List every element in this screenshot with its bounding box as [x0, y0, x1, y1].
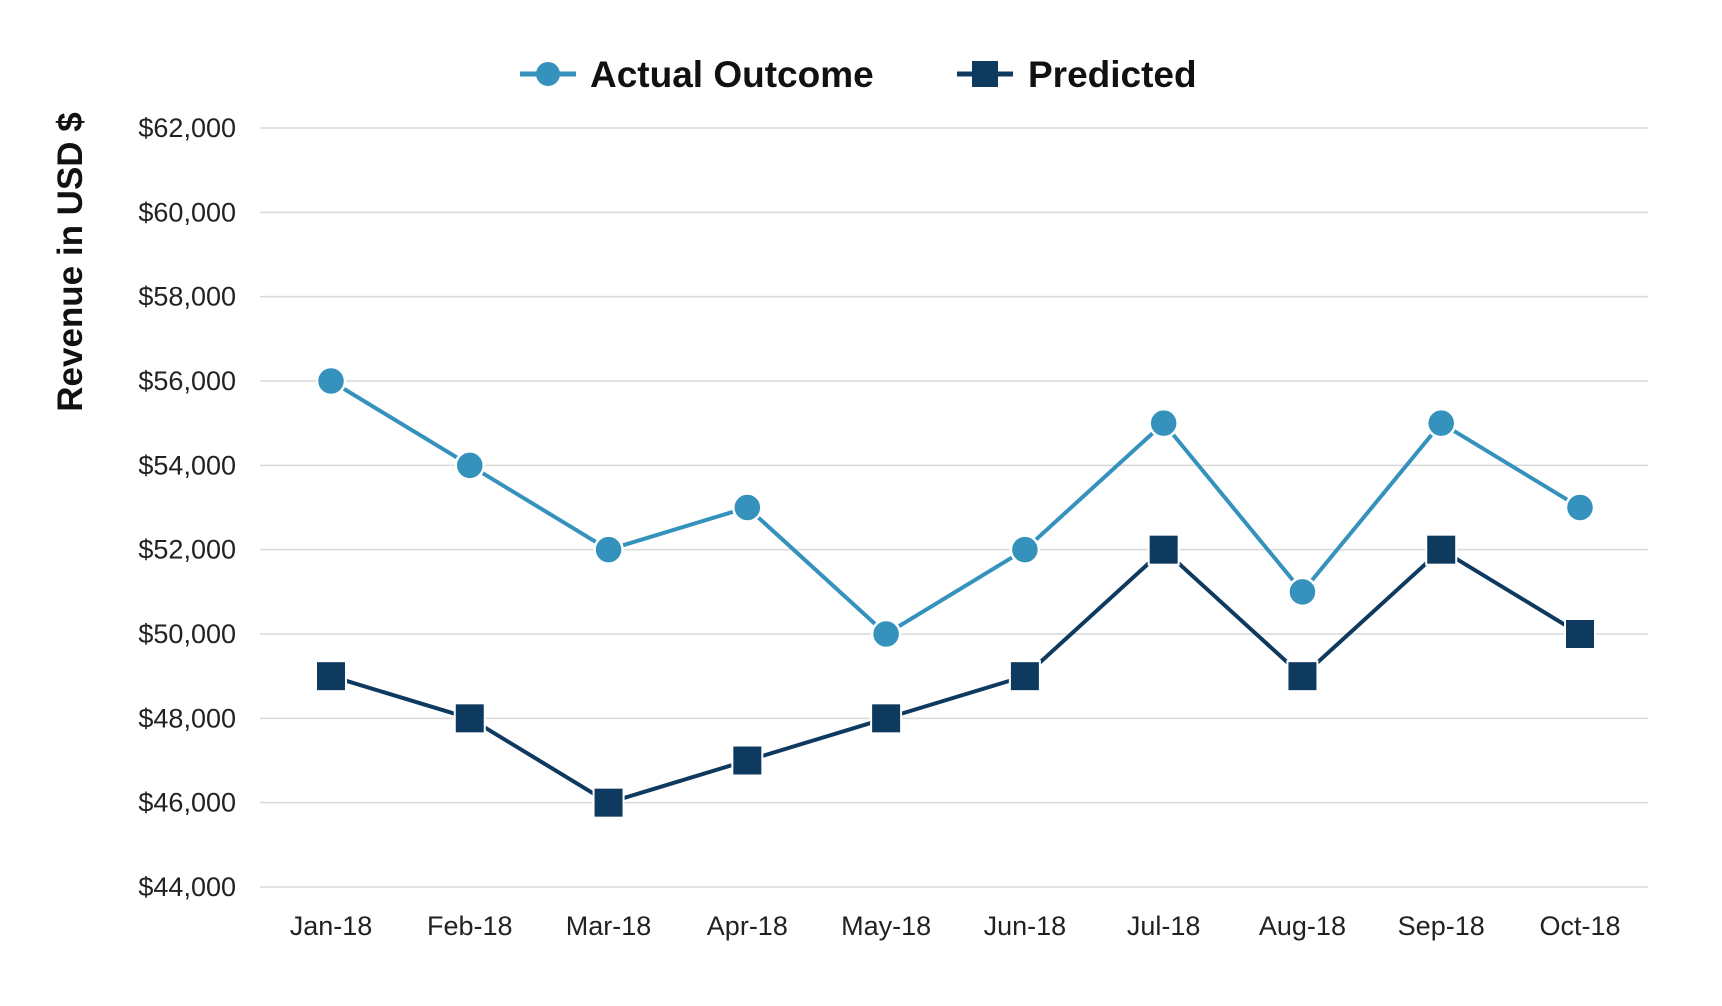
series-predicted — [315, 533, 1596, 819]
y-tick-label: $58,000 — [138, 282, 236, 312]
legend-marker-circle — [536, 62, 560, 86]
data-point-circle — [1564, 492, 1596, 523]
x-axis-ticks: Jan-18 Feb-18 Mar-18 Apr-18 May-18 Jun-18 Jul-… — [290, 911, 1621, 941]
x-tick-label: Oct-18 — [1539, 911, 1620, 941]
x-tick-label: Jan-18 — [290, 911, 373, 941]
data-point-square — [592, 786, 625, 819]
y-tick-label: $54,000 — [138, 450, 236, 480]
y-tick-label: $44,000 — [138, 872, 236, 902]
data-point-circle — [732, 492, 763, 523]
y-tick-label: $56,000 — [138, 366, 236, 396]
data-point-square — [1425, 533, 1458, 566]
y-tick-label: $46,000 — [138, 788, 236, 818]
data-point-circle — [1148, 407, 1179, 439]
series-line — [329, 379, 1582, 636]
y-tick-label: $62,000 — [138, 113, 236, 143]
data-point-circle — [870, 618, 902, 650]
legend: Actual Outcome Predicted — [520, 54, 1197, 95]
x-tick-label: Apr-18 — [707, 911, 788, 941]
data-point-square — [453, 702, 486, 735]
data-point-square — [1147, 533, 1180, 566]
data-point-square — [1564, 618, 1596, 650]
data-point-circle — [454, 450, 486, 481]
x-tick-label: Mar-18 — [566, 911, 652, 941]
y-axis-ticks: $44,000 $46,000 $48,000 $50,000 $52,000 $54,0… — [138, 113, 236, 902]
data-point-circle — [1425, 407, 1457, 439]
data-point-square — [1286, 660, 1319, 693]
data-point-circle — [315, 365, 347, 397]
x-tick-label: May-18 — [841, 911, 931, 941]
y-tick-label: $50,000 — [138, 619, 236, 649]
data-point-circle — [593, 534, 624, 565]
data-point-square — [870, 702, 903, 735]
data-point-circle — [1287, 576, 1318, 608]
legend-item: Actual Outcome — [520, 54, 874, 95]
x-tick-label: Jul-18 — [1127, 911, 1201, 941]
series-lines — [315, 365, 1596, 819]
legend-label: Predicted — [1028, 54, 1197, 95]
legend-item: Predicted — [957, 54, 1197, 95]
y-tick-label: $48,000 — [138, 703, 236, 733]
x-tick-label: Aug-18 — [1259, 911, 1346, 941]
series-line — [330, 547, 1582, 805]
legend-label: Actual Outcome — [590, 54, 874, 95]
data-point-square — [315, 660, 347, 693]
y-tick-label: $52,000 — [138, 535, 236, 565]
y-tick-label: $60,000 — [138, 197, 236, 227]
data-point-square — [731, 744, 764, 777]
y-axis-title: Revenue in USD $ — [51, 112, 90, 412]
series-actual-outcome — [315, 365, 1596, 650]
gridlines — [260, 127, 1648, 888]
x-tick-label: Feb-18 — [427, 911, 513, 941]
data-point-circle — [1009, 534, 1041, 565]
legend-marker-square — [972, 61, 998, 87]
x-tick-label: Jun-18 — [984, 911, 1067, 941]
data-point-square — [1008, 660, 1041, 693]
x-tick-label: Sep-18 — [1398, 911, 1485, 941]
